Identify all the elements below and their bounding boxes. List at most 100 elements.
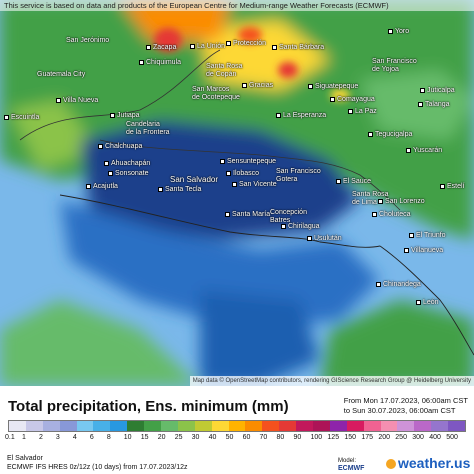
scale-swatch [9, 421, 26, 431]
coastal-rain-zone [60, 200, 380, 330]
scale-tick-label: 175 [361, 434, 374, 441]
place-gracias: Gracias [242, 82, 273, 90]
place-yuscaran: Yuscarán [406, 147, 442, 155]
place-el-triunfo: El Triunfo [409, 232, 446, 240]
scale-tick-label: 30 [191, 434, 200, 441]
hotspot-santa-barbara [278, 62, 298, 78]
scale-tick-label: 10 [123, 434, 132, 441]
southeast-rain-zone [320, 300, 474, 386]
weather-us-logo-icon [386, 459, 396, 470]
scale-tick-label: 15 [140, 434, 149, 441]
place-san-vicente: San Vicente [232, 181, 277, 189]
scale-swatch [363, 421, 381, 431]
offshore-rain-zone [200, 290, 320, 386]
place-comayagua: Comayagua [330, 96, 375, 104]
place-la-esperanza: La Esperanza [276, 112, 326, 120]
scale-tick-label: 40 [208, 434, 217, 441]
color-scale [8, 420, 466, 432]
place-san-francisco-gotera: San Francisco Gotera [276, 168, 321, 183]
scale-tick-label: 150 [344, 434, 357, 441]
scale-tick-label: 25 [174, 434, 183, 441]
place-zacapa: Zacapa [146, 44, 176, 52]
scale-tick-label: 90 [293, 434, 302, 441]
scale-swatch [414, 421, 432, 431]
scale-swatch [110, 421, 128, 431]
model-info: ECMWF IFS HRES 0z/12z (10 days) from 17.… [7, 464, 188, 471]
scale-swatch [42, 421, 60, 431]
scale-swatch [346, 421, 364, 431]
scale-swatch [177, 421, 195, 431]
place-choluteca: Choluteca [372, 211, 411, 219]
nicaragua-coastline [379, 245, 474, 356]
scale-tick-label: 60 [242, 434, 251, 441]
place-guatemala-city: Guatemala City [37, 71, 86, 78]
scale-tick-label: 500 [446, 434, 458, 441]
place-villanueva: Villanueva [404, 247, 443, 255]
heavy-rain-zone [80, 120, 360, 240]
guatemala-border [19, 49, 221, 141]
place-tegucigalpa: Tegucigalpa [368, 131, 412, 139]
place-la-paz: La Paz [348, 108, 377, 116]
place-san-jeronimo: San Jerónimo [66, 37, 110, 44]
place-santa-tecla: Santa Tecla [158, 186, 201, 194]
place-chinandega: Chinandega [376, 281, 421, 289]
coastline [59, 194, 381, 248]
place-san-salvador: San Salvador [170, 175, 219, 184]
scale-swatch [448, 421, 466, 431]
scale-tick-label: 300 [412, 434, 424, 441]
scale-tick-label: 100 [310, 434, 323, 441]
place-santa-rosa-copan: Santa Rosa de Copán [206, 63, 243, 78]
scale-tick-label: 3 [55, 434, 60, 441]
scale-swatch [296, 421, 314, 431]
place-sensuntepeque: Sensuntepeque [220, 158, 276, 166]
place-yoro: Yoro [388, 28, 409, 36]
scale-tick-label: 400 [429, 434, 441, 441]
scale-tick-label: 8 [106, 434, 111, 441]
place-juticalpa: Juticalpa [420, 87, 455, 95]
place-chirilagua: Chirilagua [281, 223, 320, 231]
scale-swatch [76, 421, 94, 431]
scale-swatch [211, 421, 229, 431]
scale-swatch [245, 421, 263, 431]
scale-tick-label: 0.1 [5, 434, 15, 441]
scale-ticks: 0.1 1 2 3 4 6 8 10 15 20 25 30 40 50 60 70 80 90 100 125 150… [5, 434, 466, 444]
place-escuintla: Escuintla [4, 114, 39, 122]
scale-swatch [194, 421, 212, 431]
place-ahuachapan: Ahuachapán [104, 160, 150, 168]
precipitation-map[interactable]: This service is based on data and produc… [0, 0, 474, 386]
scale-swatch [313, 421, 330, 431]
map-title: Total precipitation, Ens. minimum (mm) [8, 398, 289, 415]
place-chiquimula: Chiquimula [139, 59, 181, 67]
place-san-marcos-ocotepeque: San Marcos de Ocotepeque [192, 86, 240, 101]
ecmwf-logo-text: ECMWF [338, 465, 365, 472]
place-santa-rosa-de-lima: Santa Rosa de Lima [352, 191, 389, 206]
scale-tick-label: 200 [378, 434, 390, 441]
copan-rain [200, 20, 330, 90]
place-siguatepeque: Siguatepeque [308, 83, 358, 91]
scale-swatch [228, 421, 246, 431]
place-jutiapa: Jutiapa [110, 112, 140, 120]
map-attribution[interactable]: Map data © OpenStreetMap contributors, r… [189, 376, 474, 386]
scale-swatch [93, 421, 111, 431]
scale-tick-label: 125 [327, 434, 340, 441]
weather-us-logo[interactable]: weather.us [386, 455, 470, 471]
period-to: to Sun 30.07.2023, 06:00am CST [343, 406, 456, 415]
scale-swatch [127, 421, 145, 431]
place-leon: León [416, 299, 439, 307]
scale-tick-label: 70 [259, 434, 268, 441]
scale-swatch [59, 421, 77, 431]
place-candelaria: Candelaria de la Frontera [126, 121, 170, 136]
place-sonsonate: Sonsonate [108, 170, 148, 178]
place-villa-nueva: Villa Nueva [56, 97, 98, 105]
southwest-rain-zone [0, 300, 200, 386]
place-proteccion: Protección [226, 40, 266, 48]
scale-swatch [144, 421, 162, 431]
scale-swatch [380, 421, 398, 431]
forecast-period: From Mon 17.07.2023, 06:00am CST to Sun … [344, 396, 468, 416]
scale-tick-label: 4 [72, 434, 77, 441]
region-name: El Salvador [7, 455, 43, 462]
place-concepcion-batres: Concepción Batres [270, 209, 307, 224]
scale-swatch [161, 421, 178, 431]
place-san-francisco-yojoa: San Francisco de Yojoa [372, 58, 417, 73]
place-ilobasco: Ilobasco [226, 170, 259, 178]
